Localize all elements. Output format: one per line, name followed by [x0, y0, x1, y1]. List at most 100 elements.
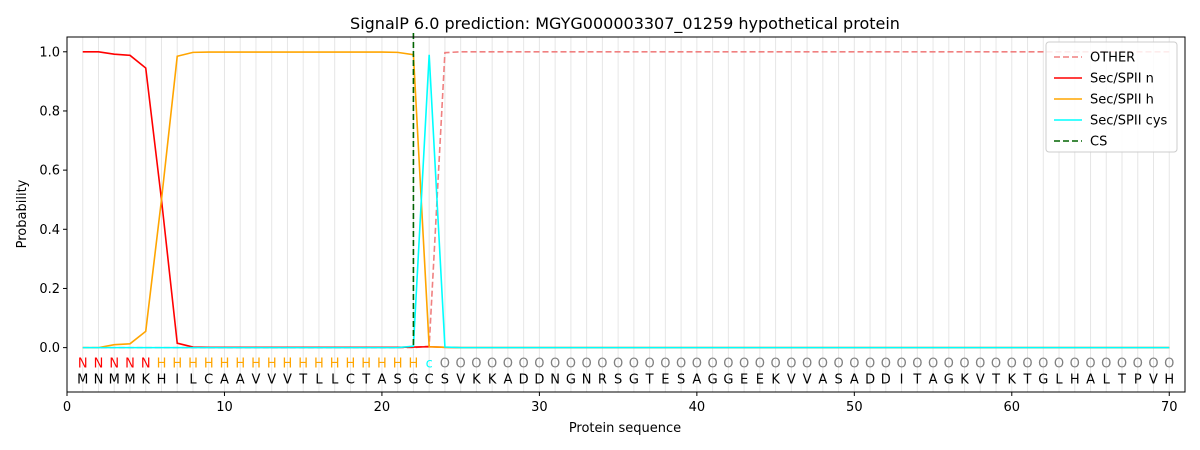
y-tick-label: 0.6 — [39, 164, 60, 179]
region-label: O — [707, 356, 717, 371]
residue-letter: A — [503, 373, 512, 388]
residue-letter: S — [834, 373, 842, 388]
region-label: O — [1148, 356, 1158, 371]
region-label: H — [188, 356, 198, 371]
series-line-sec-spii-n — [82, 50, 1170, 349]
region-label: N — [78, 356, 88, 371]
residue-letter: V — [976, 373, 985, 388]
region-label: H — [251, 356, 261, 371]
region-label: O — [692, 356, 702, 371]
residue-letter: C — [346, 373, 355, 388]
residue-letter: S — [394, 373, 402, 388]
region-label: O — [770, 356, 780, 371]
region-label: O — [1133, 356, 1143, 371]
residue-letter: I — [175, 373, 179, 388]
residue-letter: S — [441, 373, 449, 388]
region-label: O — [1054, 356, 1064, 371]
residue-letter: N — [94, 373, 104, 388]
region-label: O — [1117, 356, 1127, 371]
region-label: H — [377, 356, 387, 371]
y-tick-label: 0.8 — [39, 104, 60, 119]
region-label: H — [298, 356, 308, 371]
residue-letter: K — [960, 373, 969, 388]
region-label: O — [534, 356, 544, 371]
region-label: H — [204, 356, 214, 371]
x-tick-label: 40 — [689, 400, 706, 415]
legend-entry: Sec/SPII cys — [1090, 114, 1168, 129]
region-label: O — [629, 356, 639, 371]
residue-letter: V — [456, 373, 465, 388]
residue-letter: M — [109, 373, 120, 388]
residue-letter: K — [472, 373, 481, 388]
region-label: O — [471, 356, 481, 371]
region-label: O — [786, 356, 796, 371]
residue-letter: C — [425, 373, 434, 388]
residue-letter: N — [550, 373, 560, 388]
region-label: O — [503, 356, 513, 371]
residue-letter: G — [708, 373, 718, 388]
region-label: O — [582, 356, 592, 371]
residue-letter: K — [488, 373, 497, 388]
residue-letter: K — [771, 373, 780, 388]
legend-entry: Sec/SPII h — [1090, 93, 1154, 108]
region-label: O — [723, 356, 733, 371]
region-label: O — [896, 356, 906, 371]
region-label: O — [1164, 356, 1174, 371]
residue-letter: V — [252, 373, 261, 388]
residue-letter: G — [629, 373, 639, 388]
region-label: O — [1022, 356, 1032, 371]
residue-letter: T — [298, 373, 307, 388]
region-label: H — [267, 356, 277, 371]
residue-letter: R — [598, 373, 607, 388]
region-label: O — [1085, 356, 1095, 371]
plot-area: NMNNNMNMNKHHHIHLHCHAHAHVHVHVHTHLHLHCHTHA… — [39, 33, 1186, 415]
residue-letter: P — [1134, 373, 1142, 388]
region-label: O — [928, 356, 938, 371]
legend-box — [1045, 41, 1178, 153]
residue-letter: A — [692, 373, 701, 388]
x-tick-label: 0 — [63, 400, 71, 415]
residue-letter: G — [944, 373, 954, 388]
residue-letter: D — [881, 373, 891, 388]
residue-letter: A — [850, 373, 859, 388]
residue-letter: H — [157, 373, 167, 388]
region-label: O — [456, 356, 466, 371]
region-label: N — [109, 356, 119, 371]
residue-letter: V — [787, 373, 796, 388]
residue-letter: I — [900, 373, 904, 388]
series-line-other — [82, 50, 1170, 349]
region-label: H — [409, 356, 419, 371]
residue-letter: N — [582, 373, 592, 388]
region-label: O — [849, 356, 859, 371]
residue-letter: H — [1164, 373, 1174, 388]
residue-letter: G — [723, 373, 733, 388]
region-label: O — [833, 356, 843, 371]
region-label: c — [426, 356, 433, 371]
region-label: H — [346, 356, 356, 371]
residue-letter: K — [141, 373, 150, 388]
residue-letter: E — [661, 373, 669, 388]
region-label: O — [1038, 356, 1048, 371]
region-label: O — [597, 356, 607, 371]
region-label: O — [912, 356, 922, 371]
x-axis-label: Protein sequence — [569, 421, 681, 436]
residue-letter: T — [645, 373, 654, 388]
residue-letter: V — [1149, 373, 1158, 388]
region-label: O — [1070, 356, 1080, 371]
region-label: O — [613, 356, 623, 371]
chart-title: SignalP 6.0 prediction: MGYG000003307_01… — [350, 14, 900, 34]
residue-letter: M — [124, 373, 135, 388]
region-label: O — [739, 356, 749, 371]
residue-letter: H — [1070, 373, 1080, 388]
residue-letter: G — [408, 373, 418, 388]
region-label: H — [235, 356, 245, 371]
residue-letter: V — [283, 373, 292, 388]
series-line-sec-spii-h — [82, 51, 1170, 349]
residue-letter: K — [1008, 373, 1017, 388]
y-tick-label: 0.2 — [39, 282, 60, 297]
legend: OTHER Sec/SPII n Sec/SPII h Sec/SPII cys CS — [1045, 41, 1178, 153]
x-tick-label: 20 — [374, 400, 391, 415]
residue-letter: L — [1055, 373, 1063, 388]
region-label: O — [959, 356, 969, 371]
